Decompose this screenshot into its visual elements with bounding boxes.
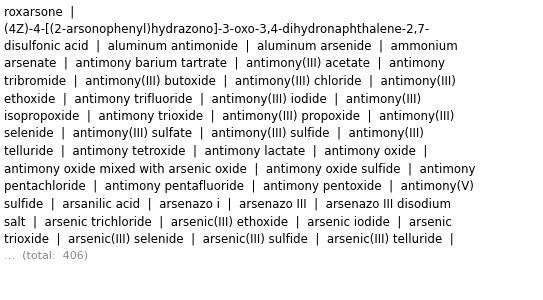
- Text: isopropoxide  |  antimony trioxide  |  antimony(III) propoxide  |  antimony(III): isopropoxide | antimony trioxide | antim…: [4, 110, 454, 123]
- Text: arsenate  |  antimony barium tartrate  |  antimony(III) acetate  |  antimony: arsenate | antimony barium tartrate | an…: [4, 58, 445, 70]
- Text: tribromide  |  antimony(III) butoxide  |  antimony(III) chloride  |  antimony(II: tribromide | antimony(III) butoxide | an…: [4, 75, 456, 88]
- Text: pentachloride  |  antimony pentafluoride  |  antimony pentoxide  |  antimony(V): pentachloride | antimony pentafluoride |…: [4, 180, 474, 193]
- Text: selenide  |  antimony(III) sulfate  |  antimony(III) sulfide  |  antimony(III): selenide | antimony(III) sulfate | antim…: [4, 128, 424, 140]
- Text: (4Z)-4-[(2-arsonophenyl)hydrazono]-3-oxo-3,4-dihydronaphthalene-2,7-: (4Z)-4-[(2-arsonophenyl)hydrazono]-3-oxo…: [4, 22, 430, 35]
- Text: trioxide  |  arsenic(III) selenide  |  arsenic(III) sulfide  |  arsenic(III) tel: trioxide | arsenic(III) selenide | arsen…: [4, 232, 454, 245]
- Text: roxarsone  |: roxarsone |: [4, 5, 74, 18]
- Text: disulfonic acid  |  aluminum antimonide  |  aluminum arsenide  |  ammonium: disulfonic acid | aluminum antimonide | …: [4, 40, 458, 53]
- Text: ethoxide  |  antimony trifluoride  |  antimony(III) iodide  |  antimony(III): ethoxide | antimony trifluoride | antimo…: [4, 92, 421, 106]
- Text: sulfide  |  arsanilic acid  |  arsenazo i  |  arsenazo III  |  arsenazo III diso: sulfide | arsanilic acid | arsenazo i | …: [4, 197, 451, 211]
- Text: antimony oxide mixed with arsenic oxide  |  antimony oxide sulfide  |  antimony: antimony oxide mixed with arsenic oxide …: [4, 163, 476, 176]
- Text: telluride  |  antimony tetroxide  |  antimony lactate  |  antimony oxide  |: telluride | antimony tetroxide | antimon…: [4, 145, 427, 158]
- Text: salt  |  arsenic trichloride  |  arsenic(III) ethoxide  |  arsenic iodide  |  ar: salt | arsenic trichloride | arsenic(III…: [4, 215, 452, 228]
- Text: …  (total:  406): … (total: 406): [4, 250, 88, 260]
